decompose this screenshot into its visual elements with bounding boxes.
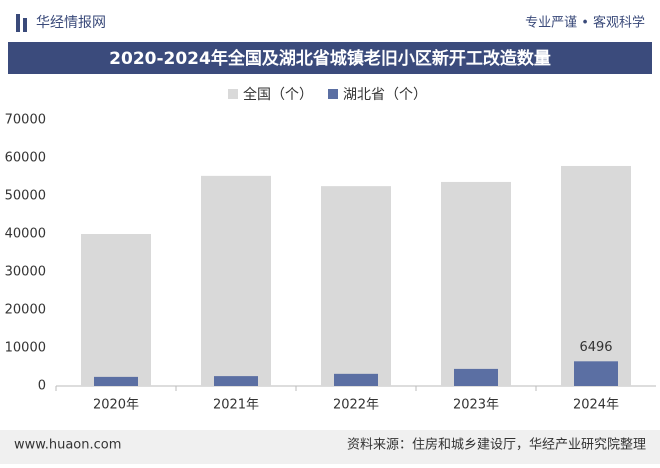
bar (201, 175, 271, 386)
y-tick-label: 70000 (5, 113, 46, 128)
y-tick-label: 40000 (5, 227, 46, 242)
x-tick-label: 2023年 (453, 398, 499, 413)
x-tick-label: 2021年 (213, 398, 259, 413)
chart-title: 2020-2024年全国及湖北省城镇老旧小区新开工改造数量 (109, 48, 551, 69)
x-tick-label: 2024年 (573, 398, 619, 413)
bar (321, 186, 391, 386)
bar (214, 376, 258, 386)
legend-swatch (328, 89, 338, 99)
bar (441, 181, 511, 386)
x-tick-label: 2020年 (93, 398, 139, 413)
y-tick-label: 20000 (5, 303, 46, 318)
y-tick-label: 10000 (5, 341, 46, 356)
legend-label: 全国（个） (243, 86, 313, 103)
logo-mark (16, 14, 20, 32)
logo-mark (23, 18, 27, 32)
plot: 0 10000 20000 30000 40000 50000 60000 70000 全国（个… (5, 86, 656, 413)
bar (561, 165, 631, 386)
bar (454, 368, 498, 386)
website: www.huaon.com (14, 438, 121, 453)
legend-label: 湖北省（个） (343, 87, 427, 103)
y-tick-label: 50000 (5, 189, 46, 204)
brand: 华经情报网 (36, 15, 106, 31)
y-tick-label: 60000 (5, 151, 46, 166)
slogan: 专业严谨 • 客观科学 (525, 15, 645, 31)
data-label: 6496 (579, 340, 612, 355)
bar (574, 361, 618, 386)
legend-swatch (228, 89, 238, 99)
bar (94, 376, 138, 386)
bar (334, 373, 378, 386)
source: 资料来源：住房和城乡建设厅，华经产业研究院整理 (347, 437, 646, 453)
x-tick-label: 2022年 (333, 398, 379, 413)
title-band (8, 42, 652, 74)
footer-band (0, 430, 660, 464)
bar (81, 234, 151, 386)
y-tick-label: 30000 (5, 265, 46, 280)
y-tick-label: 0 (38, 379, 46, 394)
